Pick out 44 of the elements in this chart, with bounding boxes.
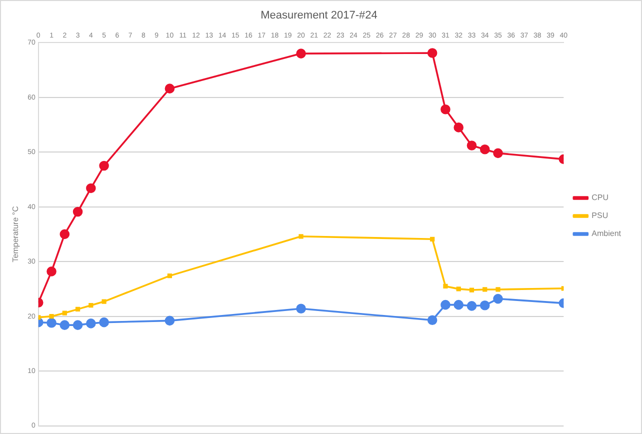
point [466, 140, 477, 150]
point [72, 320, 83, 330]
point [427, 315, 438, 326]
point [102, 299, 106, 304]
point [493, 148, 503, 158]
point [86, 318, 96, 328]
legend-label: Ambient [592, 229, 622, 238]
point [480, 300, 490, 310]
point [60, 229, 70, 240]
point [430, 236, 435, 242]
point [469, 288, 474, 292]
point [480, 144, 490, 154]
point [60, 320, 70, 330]
point [493, 294, 503, 304]
legend-label: CPU [592, 193, 609, 202]
point [99, 160, 109, 171]
point [440, 104, 450, 114]
point [46, 266, 56, 276]
point [99, 317, 109, 328]
point [164, 316, 175, 326]
point [62, 310, 67, 316]
legend-label: PSU [592, 211, 608, 220]
point [296, 304, 306, 314]
point [456, 286, 461, 292]
point [298, 234, 304, 239]
point [164, 84, 175, 94]
y-axis-title: Temperature °C [11, 206, 20, 262]
point [46, 318, 56, 328]
point [49, 314, 54, 319]
point [482, 287, 488, 292]
point [167, 273, 172, 278]
point [496, 287, 500, 292]
point [427, 48, 438, 58]
point [440, 300, 450, 310]
point [466, 301, 477, 311]
point [454, 122, 464, 132]
point [86, 183, 96, 194]
chart-title: Measurement 2017-#24 [260, 10, 378, 22]
point [88, 303, 94, 308]
point [454, 300, 464, 310]
point [75, 306, 80, 312]
point [296, 48, 306, 58]
point [72, 206, 83, 217]
point [443, 284, 448, 289]
